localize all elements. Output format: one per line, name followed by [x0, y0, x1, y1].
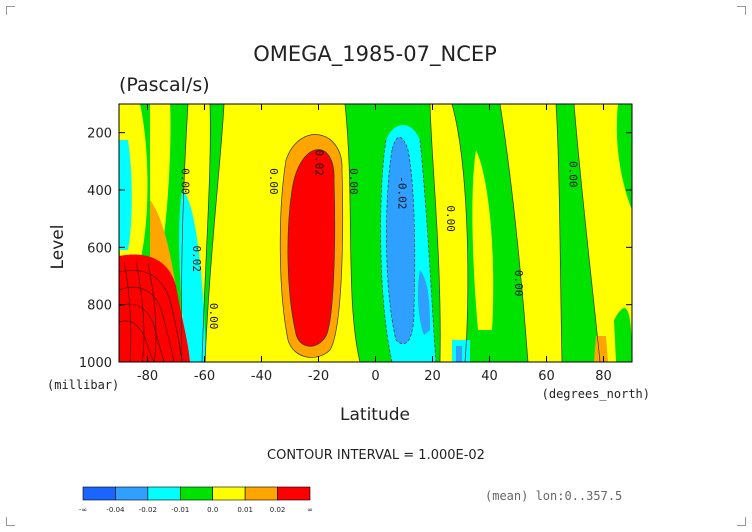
contour-label: 0.00 — [512, 270, 525, 297]
colorbar-label: 0.0 — [207, 506, 218, 514]
contour-lines-southern — [119, 261, 183, 362]
colorbar-label: -∞ — [79, 506, 87, 514]
colorbar: -∞ -0.04 -0.02 -0.01 0.0 0.01 0.02 ∞ — [79, 486, 313, 514]
region-yellow — [472, 150, 494, 330]
region-green — [614, 308, 632, 362]
y-tick-label: 400 — [87, 184, 112, 199]
contour-labels: 0.00 0.02 0.00 0.00 0.02 0.00 -0.02 0.00 0.00 0.0… — [179, 150, 580, 330]
contour-label: 0.00 — [267, 168, 280, 195]
plot-area: 0.00 0.02 0.00 0.00 0.02 0.00 -0.02 0.00 0.00 0.0… — [119, 104, 632, 362]
contour-label: 0.02 — [313, 150, 326, 177]
contour-label: -0.02 — [395, 176, 408, 209]
region-cyan — [179, 190, 206, 362]
corner-mark-top-right — [737, 6, 746, 15]
x-axis-label: Latitude — [340, 405, 410, 425]
contour-lines — [181, 104, 601, 362]
x-tick-label: 20 — [424, 369, 441, 384]
colorbar-label: 0.02 — [270, 506, 286, 514]
colorbar-swatch — [147, 486, 181, 501]
region-orange — [594, 336, 608, 362]
region-green — [616, 104, 632, 210]
region-blue — [456, 346, 462, 362]
colorbar-swatch — [212, 486, 246, 501]
x-tick-label: -80 — [137, 369, 158, 384]
contour-label: 0.00 — [444, 205, 457, 232]
region-yellow — [430, 104, 468, 362]
chart-title: OMEGA_1985-07_NCEP — [253, 42, 497, 67]
x-tick-label: 40 — [481, 369, 498, 384]
colorbar-swatch — [277, 486, 311, 501]
x-axis: -80 -60 -40 -20 0 20 40 60 80 — [137, 104, 612, 384]
region-blue — [386, 137, 415, 344]
contour-label: 0.00 — [207, 303, 220, 330]
averaging-note: (mean) lon:0..357.5 — [485, 489, 622, 503]
x-tick-label: 80 — [595, 369, 612, 384]
y-axis: 200 400 600 800 1000 — [79, 127, 632, 371]
corner-mark-bottom-left — [6, 517, 15, 526]
colorbar-label: 0.01 — [237, 506, 253, 514]
colorbar-swatch — [244, 486, 278, 501]
region-yellow — [500, 104, 562, 362]
contour-label: 0.00 — [347, 168, 360, 195]
corner-mark-top-left — [6, 6, 15, 15]
x-axis-units: (degrees_north) — [542, 387, 650, 401]
x-tick-label: -40 — [251, 369, 272, 384]
x-tick-label: -60 — [194, 369, 215, 384]
y-tick-label: 800 — [87, 299, 112, 314]
region-red — [287, 149, 335, 347]
colorbar-swatch — [115, 486, 149, 501]
corner-mark-bottom-right — [737, 517, 746, 526]
y-axis-units: (millibar) — [47, 378, 119, 392]
colorbar-label: -0.02 — [139, 506, 157, 514]
y-tick-label: 200 — [87, 127, 112, 142]
colorbar-swatch — [82, 486, 116, 501]
contour-interval-text: CONTOUR INTERVAL = 1.000E-02 — [267, 448, 485, 463]
colorbar-label: ∞ — [307, 506, 313, 514]
colorbar-swatch — [179, 486, 214, 501]
colorbar-label: -0.01 — [171, 506, 189, 514]
colorbar-label: -0.04 — [106, 506, 125, 514]
x-tick-label: -20 — [308, 369, 329, 384]
y-axis-label: Level — [48, 225, 68, 270]
y-tick-label: 600 — [87, 241, 112, 256]
x-tick-label: 60 — [538, 369, 555, 384]
region-blue — [417, 270, 430, 335]
contour-label: 0.02 — [190, 246, 203, 273]
region-yellow — [574, 104, 632, 362]
x-tick-label: 0 — [371, 369, 379, 384]
chart-subtitle: (Pascal/s) — [119, 74, 210, 96]
contour-label: 0.00 — [566, 161, 579, 188]
contour-label: 0.00 — [179, 168, 192, 195]
y-tick-label: 1000 — [79, 356, 112, 371]
region-cyan — [119, 140, 132, 250]
